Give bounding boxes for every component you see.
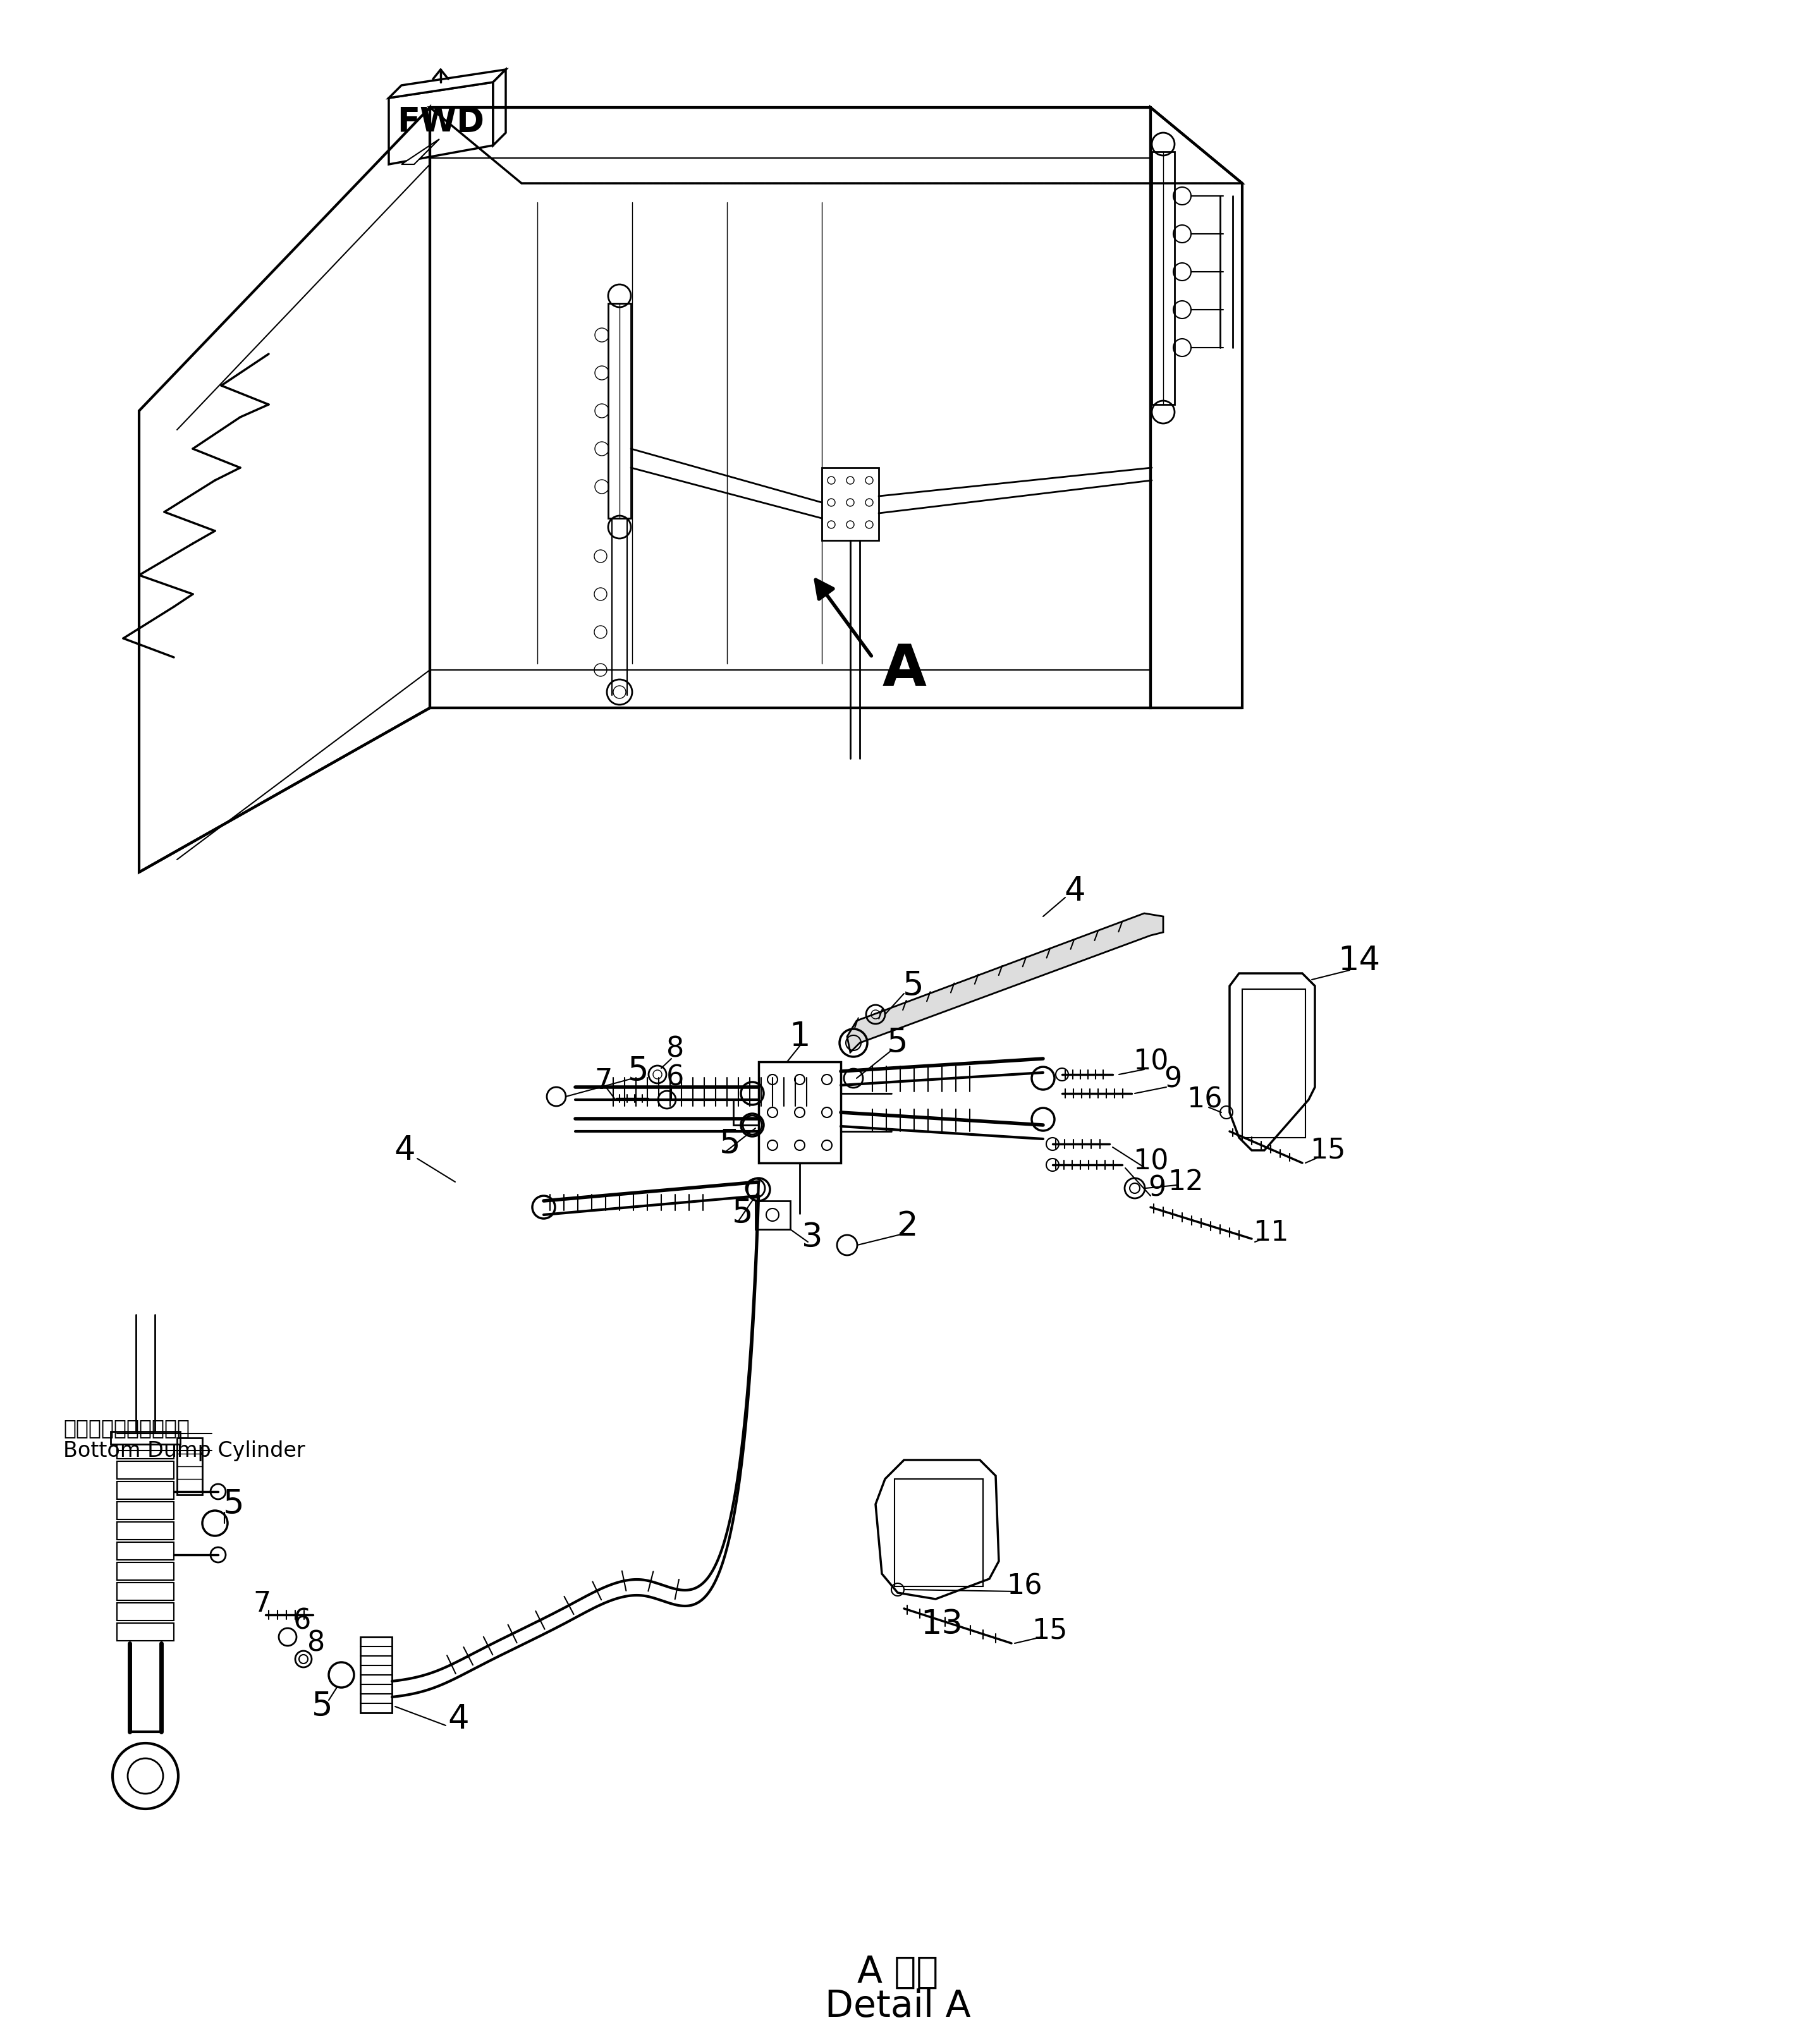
Text: FWD: FWD <box>397 106 485 139</box>
Polygon shape <box>388 69 506 98</box>
Text: 4: 4 <box>1063 875 1085 908</box>
Text: 10: 10 <box>1133 1049 1169 1075</box>
Text: 5: 5 <box>903 969 925 1002</box>
Text: 13: 13 <box>921 1609 963 1641</box>
Bar <box>1151 151 1175 405</box>
Bar <box>823 468 878 540</box>
Bar <box>733 1100 758 1124</box>
Text: 10: 10 <box>1133 1149 1169 1175</box>
Text: 5: 5 <box>733 1198 754 1230</box>
Text: 15: 15 <box>1309 1136 1345 1163</box>
Text: 8: 8 <box>307 1629 325 1658</box>
Text: 4: 4 <box>393 1134 415 1167</box>
Text: 5: 5 <box>223 1488 244 1521</box>
Text: 16: 16 <box>1006 1572 1042 1600</box>
Text: 8: 8 <box>666 1036 684 1063</box>
Text: 14: 14 <box>1338 944 1381 977</box>
Text: 15: 15 <box>1031 1617 1067 1643</box>
Text: 9: 9 <box>1148 1175 1166 1202</box>
Text: 5: 5 <box>629 1055 648 1087</box>
Text: 7: 7 <box>594 1067 612 1094</box>
Polygon shape <box>494 69 506 145</box>
Text: 11: 11 <box>1254 1218 1288 1247</box>
Text: 4: 4 <box>447 1703 469 1735</box>
Bar <box>758 1061 841 1163</box>
Text: 16: 16 <box>1187 1085 1221 1114</box>
Polygon shape <box>402 139 440 164</box>
Bar <box>756 1202 790 1228</box>
Polygon shape <box>388 82 494 164</box>
Text: 5: 5 <box>887 1026 909 1059</box>
Text: A: A <box>882 642 927 697</box>
Text: 1: 1 <box>788 1020 810 1053</box>
Text: A 詳細: A 詳細 <box>857 1954 938 1991</box>
Text: 9: 9 <box>1164 1065 1182 1094</box>
Text: 6: 6 <box>666 1065 684 1091</box>
Text: 7: 7 <box>253 1590 271 1617</box>
Bar <box>111 1431 180 1445</box>
Text: 12: 12 <box>1167 1169 1203 1196</box>
Polygon shape <box>848 914 1164 1053</box>
Bar <box>361 1637 392 1713</box>
Text: 5: 5 <box>720 1128 740 1161</box>
Text: Detail A: Detail A <box>824 1989 970 2026</box>
Text: 6: 6 <box>293 1607 311 1635</box>
Bar <box>178 1437 203 1494</box>
Text: 3: 3 <box>801 1220 823 1253</box>
Text: ボトムダンプシリンダ: ボトムダンプシリンダ <box>63 1419 190 1439</box>
Text: 2: 2 <box>896 1210 918 1243</box>
Text: 5: 5 <box>313 1690 332 1723</box>
Bar <box>609 303 630 519</box>
Text: Bottom Dump Cylinder: Bottom Dump Cylinder <box>63 1441 305 1461</box>
